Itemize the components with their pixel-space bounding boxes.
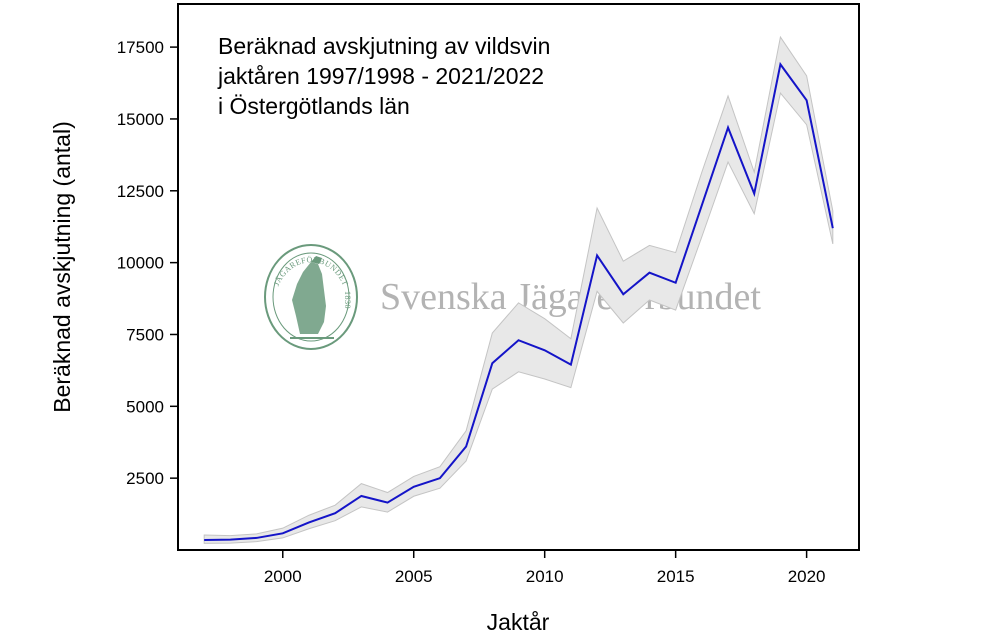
y-tick-label-2500: 2500 [126,469,164,488]
seal-outer-ring [264,244,358,350]
chart-title-line-2: jaktåren 1997/1998 - 2021/2022 [217,63,544,89]
chart-title-line-1: Beräknad avskjutning av vildsvin [218,33,550,59]
x-tick-label-2000: 2000 [264,567,302,586]
seal-year: 1830 [343,291,352,309]
y-tick-label-17500: 17500 [117,38,164,57]
plot-frame [177,3,860,551]
chart-title-line-3: i Östergötlands län [218,93,410,119]
x-tick-label-2010: 2010 [526,567,564,586]
y-tick-label-5000: 5000 [126,397,164,416]
confidence-band-0 [203,35,834,544]
watermark-text: Svenska Jägareförbundet [380,276,761,318]
y-tick-label-7500: 7500 [126,325,164,344]
x-tick-label-2020: 2020 [788,567,826,586]
eagle-icon [292,262,326,334]
y-tick-label-10000: 10000 [117,254,164,273]
seal-inner-ring [272,252,350,342]
y-tick-label-15000: 15000 [117,110,164,129]
eagle-head-icon [311,256,322,264]
x-tick-label-2015: 2015 [657,567,695,586]
y-axis-title: Beräknad avskjutning (antal) [49,121,75,413]
x-tick-label-2005: 2005 [395,567,433,586]
watermark: JÄGAREFÖRBUNDET 1830 Svenska Jägareförbu… [264,244,761,350]
x-axis-title: Jaktår [487,609,550,635]
y-tick-label-12500: 12500 [117,182,164,201]
